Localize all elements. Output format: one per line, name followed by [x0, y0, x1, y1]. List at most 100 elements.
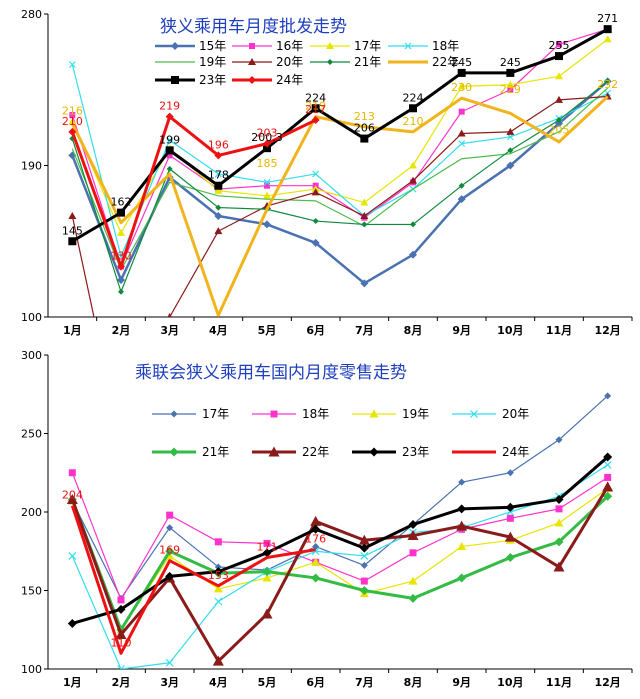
data-point — [118, 288, 124, 295]
data-point — [69, 112, 76, 118]
data-point — [505, 553, 515, 563]
x-tick-label: 12月 — [595, 324, 621, 337]
legend: 15年 16年 17年 18年 19年 20年 21年 22年 23年 24年 — [155, 39, 459, 87]
data-point — [67, 618, 77, 628]
x-tick-label: 6月 — [306, 676, 325, 689]
legend-marker — [248, 58, 256, 65]
data-point — [312, 543, 320, 551]
data-point — [457, 542, 467, 551]
legend-label: 23年 — [199, 73, 226, 87]
legend-item: 20年 — [232, 55, 303, 69]
data-point — [457, 195, 466, 204]
data-point — [361, 221, 368, 228]
data-labels: 216210145162130199219178196185200.320322… — [62, 12, 618, 262]
data-point — [166, 165, 173, 172]
data-point — [457, 129, 466, 137]
series-line — [71, 464, 608, 669]
data-point — [360, 279, 369, 288]
series-19年 — [67, 483, 613, 634]
data-label: 245 — [500, 56, 521, 69]
series-24年 — [70, 505, 316, 655]
series-17年 — [68, 392, 612, 602]
data-point — [68, 61, 76, 68]
legend-label: 21年 — [354, 55, 381, 69]
data-label: 176 — [305, 533, 326, 546]
legend-item: 22年 — [388, 55, 459, 69]
series-line — [71, 80, 609, 285]
data-point — [117, 228, 125, 236]
data-point — [506, 469, 514, 477]
data-point — [360, 198, 369, 206]
legend-item: 16年 — [232, 39, 303, 53]
chart-title: 狭义乘用车月度批发走势 — [160, 17, 347, 37]
data-point — [359, 586, 369, 595]
legend-label: 20年 — [502, 407, 529, 421]
retail-chart: 100 150 200 250 300 1月 2月 3月 4月 5月 6月 7月 8月 9月 10月 11月 1… — [21, 349, 633, 689]
legend-label: 18年 — [432, 39, 459, 53]
data-point — [506, 514, 514, 522]
data-point — [213, 584, 223, 593]
data-point — [116, 604, 126, 614]
legend-item: 18年 — [388, 39, 459, 53]
data-point — [262, 573, 272, 582]
data-label: 271 — [597, 12, 618, 25]
x-tick-label: 12月 — [595, 676, 621, 689]
data-label: 178 — [208, 169, 229, 182]
data-point — [263, 539, 271, 547]
legend-marker — [327, 59, 333, 65]
data-point — [555, 505, 563, 513]
data-point — [505, 502, 515, 512]
data-point — [214, 538, 222, 546]
data-label: 199 — [159, 133, 180, 146]
series-line — [71, 472, 608, 601]
data-point — [555, 52, 563, 61]
data-point — [166, 511, 174, 519]
y-tick-label: 250 — [21, 428, 42, 441]
legend-item: 24年 — [452, 445, 529, 459]
data-point — [408, 576, 418, 585]
data-point — [358, 534, 370, 545]
data-point — [166, 152, 173, 159]
data-point — [409, 104, 417, 113]
data-label: 232 — [597, 78, 618, 91]
y-tick-label: 200 — [21, 506, 42, 519]
data-point — [312, 218, 319, 225]
data-point — [311, 573, 321, 583]
legend-label: 24年 — [276, 73, 303, 87]
data-label: 162 — [111, 196, 132, 209]
series-line — [71, 27, 609, 243]
data-point — [409, 549, 417, 557]
legend-item: 19年 — [352, 407, 429, 421]
legend-marker — [326, 42, 334, 49]
data-point — [262, 567, 272, 577]
plot-area — [66, 392, 614, 669]
data-point — [603, 35, 612, 43]
data-point — [359, 543, 369, 553]
data-label: 219 — [305, 100, 326, 113]
data-label: 255 — [549, 39, 570, 52]
data-point — [604, 78, 611, 85]
legend-item: 19年 — [155, 55, 226, 69]
data-point — [117, 665, 125, 669]
x-tick-label: 2月 — [112, 324, 131, 337]
legend-label: 19年 — [402, 407, 429, 421]
x-tick-label: 8月 — [404, 324, 423, 337]
data-point — [554, 494, 564, 504]
data-point — [506, 80, 515, 88]
data-point — [458, 108, 465, 115]
data-point — [458, 478, 466, 486]
data-point — [263, 191, 271, 199]
data-label: 229 — [500, 83, 521, 96]
data-point — [554, 537, 564, 547]
data-point — [68, 212, 77, 219]
data-point — [117, 275, 125, 284]
legend-marker — [270, 410, 278, 418]
data-point — [117, 262, 125, 271]
data-labels: 204 110 169 153 171 176 — [62, 489, 326, 650]
data-point — [506, 68, 515, 77]
series-18年 — [68, 61, 612, 260]
data-point — [261, 608, 273, 619]
legend-marker — [249, 43, 255, 49]
series-line — [70, 115, 317, 268]
data-point — [409, 176, 417, 184]
